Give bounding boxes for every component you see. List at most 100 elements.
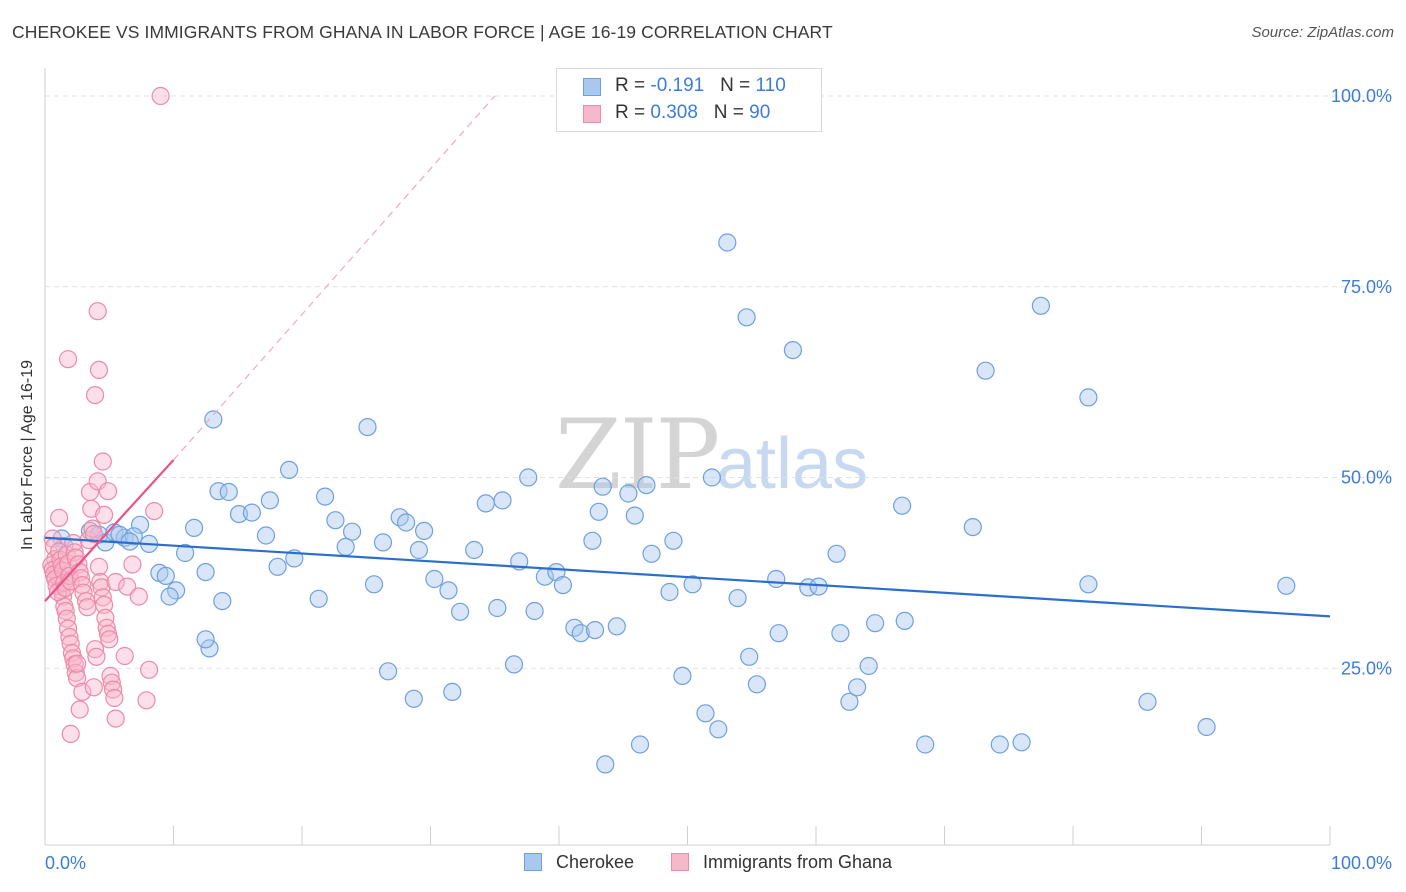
cherokee-point xyxy=(404,689,423,708)
cherokee-point xyxy=(326,511,345,530)
ghana-point xyxy=(129,587,148,606)
ghana-point xyxy=(73,682,92,702)
cherokee-point xyxy=(585,620,605,640)
cherokee-point xyxy=(504,655,524,674)
x-tick-label-min: 0.0% xyxy=(45,853,86,873)
cherokee-point xyxy=(589,502,608,521)
ghana-point xyxy=(61,724,80,744)
legend-label-cherokee: Cherokee xyxy=(556,852,635,872)
cherokee-point xyxy=(465,540,484,560)
cherokee-point xyxy=(831,624,850,643)
cherokee-point xyxy=(1138,692,1157,711)
cherokee-point xyxy=(443,682,462,702)
ghana-point xyxy=(84,678,103,697)
ghana-point xyxy=(105,688,124,708)
n-value: 110 xyxy=(755,75,786,96)
cherokee-point xyxy=(451,602,470,621)
ghana-point xyxy=(102,673,121,692)
ghana-point xyxy=(67,669,87,688)
ghana-point xyxy=(49,508,69,528)
legend-item-ghana[interactable]: Immigrants from Ghana xyxy=(671,852,892,873)
watermark-atlas: atlas xyxy=(716,424,868,504)
y-tick-label: 50.0% xyxy=(1341,468,1392,488)
cherokee-point xyxy=(242,503,261,522)
ghana-point xyxy=(94,505,114,525)
cherokee-point xyxy=(256,526,276,545)
ghana-point xyxy=(85,386,105,405)
ghana-point xyxy=(84,524,103,544)
cherokee-point xyxy=(358,418,377,437)
cherokee-point xyxy=(673,666,692,686)
cherokee-point xyxy=(619,484,638,503)
cherokee-point xyxy=(397,513,416,532)
n-label: N = xyxy=(720,75,756,96)
cherokee-point xyxy=(571,624,590,643)
cherokee-point xyxy=(196,562,215,582)
cherokee-point xyxy=(625,506,644,525)
cherokee-point xyxy=(696,704,715,723)
cherokee-point xyxy=(316,487,335,506)
ghana-point xyxy=(89,360,109,379)
stats-text-ghana: R = 0.308 N = 90 xyxy=(615,102,770,124)
ghana-point xyxy=(140,660,159,679)
cherokee-point xyxy=(1031,296,1051,315)
cherokee-point xyxy=(219,482,238,502)
cherokee-point xyxy=(493,491,512,510)
cherokee-point xyxy=(268,557,287,576)
cherokee-point xyxy=(976,361,995,380)
cherokee-point xyxy=(309,589,328,608)
cherokee-point xyxy=(847,678,867,697)
ghana-point xyxy=(100,630,119,649)
ghana-point xyxy=(61,634,80,653)
ghana-point xyxy=(78,598,97,617)
ghana-point xyxy=(93,588,112,607)
ghana-point xyxy=(87,647,106,666)
ghana-swatch xyxy=(583,105,601,123)
cherokee-point xyxy=(1197,717,1216,737)
cherokee-point xyxy=(415,521,434,541)
ghana-point xyxy=(101,666,120,686)
cherokee-point xyxy=(525,601,544,621)
ghana-point xyxy=(137,691,156,710)
watermark-zip: ZIP xyxy=(555,399,718,511)
legend-item-cherokee[interactable]: Cherokee xyxy=(524,852,634,873)
cherokee-point xyxy=(1277,576,1296,595)
stats-text-cherokee: R = -0.191 N = 110 xyxy=(615,75,786,97)
source-credit: Source: ZipAtlas.com xyxy=(1251,24,1394,41)
cherokee-point xyxy=(1012,733,1031,752)
cherokee-point xyxy=(865,614,885,633)
y-tick-label: 25.0% xyxy=(1341,658,1392,678)
cherokee-point xyxy=(364,575,384,594)
cherokee-point xyxy=(892,496,912,515)
cherokee-point xyxy=(783,341,803,360)
cherokee-point xyxy=(664,531,683,550)
ghana-trend-extension xyxy=(173,95,496,461)
cherokee-point xyxy=(916,735,935,754)
cherokee-point xyxy=(607,617,626,636)
ghana-point xyxy=(93,452,112,471)
cherokee-point xyxy=(185,518,204,538)
cherokee-point xyxy=(260,491,279,510)
r-label: R = xyxy=(615,75,651,96)
cherokee-point xyxy=(476,494,495,513)
n-value: 90 xyxy=(749,102,771,123)
ghana-trend-line xyxy=(44,459,175,602)
legend-label-ghana: Immigrants from Ghana xyxy=(703,852,893,872)
cherokee-point xyxy=(1079,388,1098,407)
ghana-point xyxy=(118,577,137,596)
cherokee-point xyxy=(769,624,788,643)
ghana-point xyxy=(106,709,125,728)
r-value: 0.308 xyxy=(650,102,698,123)
chart-title: CHEROKEE VS IMMIGRANTS FROM GHANA IN LAB… xyxy=(12,22,833,42)
cherokee-point xyxy=(409,540,428,560)
ghana-point xyxy=(94,595,114,615)
cherokee-point xyxy=(740,647,759,666)
cherokee-point xyxy=(642,544,661,563)
cherokee-point xyxy=(840,692,859,711)
cherokee-point xyxy=(709,720,728,739)
cherokee-point xyxy=(156,566,175,586)
cherokee-point xyxy=(336,537,355,557)
cherokee-point xyxy=(553,575,573,595)
cherokee-point xyxy=(196,630,215,649)
